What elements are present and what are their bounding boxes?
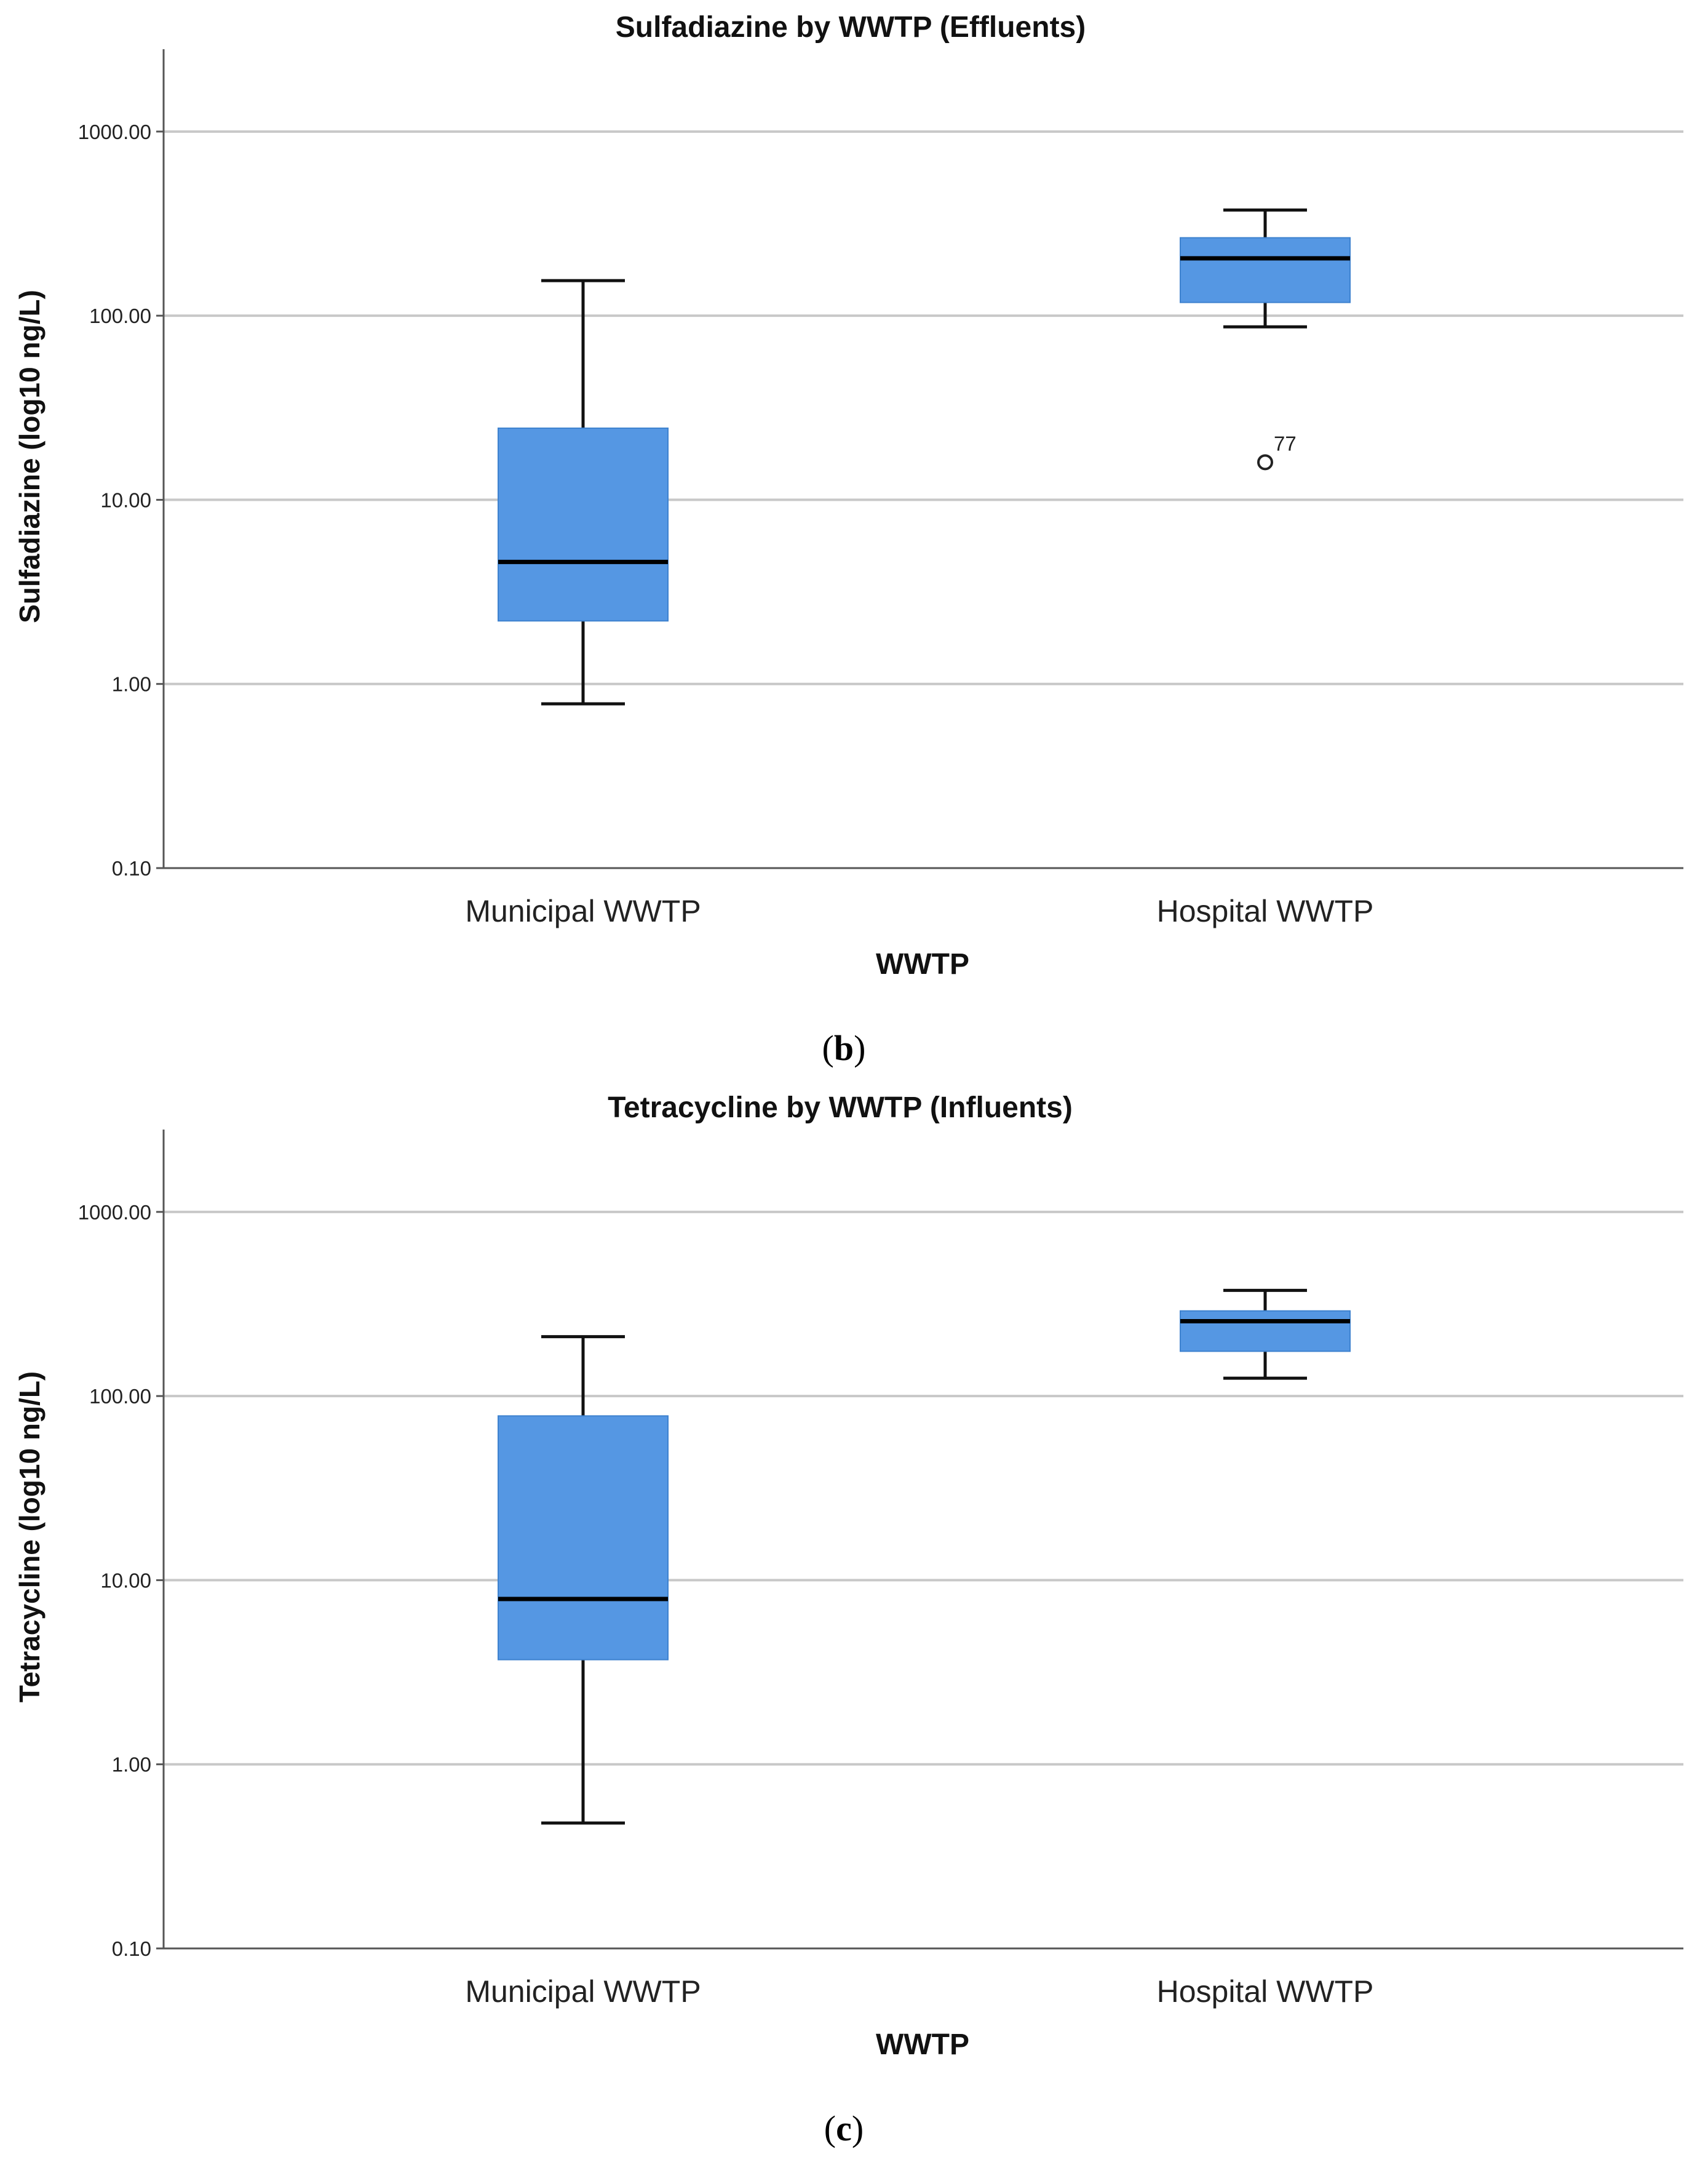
x-tick-label: Hospital WWTP	[1157, 1974, 1374, 2009]
panel-letter: b	[834, 1028, 854, 1068]
iqr-box	[1180, 237, 1350, 302]
y-tick-label: 0.10	[112, 857, 151, 880]
panel-label: (c)	[824, 2108, 864, 2148]
panel-letter: c	[836, 2108, 852, 2148]
x-axis-label: WWTP	[876, 2028, 969, 2061]
panel-label: (b)	[822, 1028, 866, 1068]
y-tick-label: 1000.00	[78, 1201, 151, 1224]
iqr-box	[498, 428, 668, 621]
iqr-box	[498, 1416, 668, 1659]
iqr-box	[1180, 1311, 1350, 1352]
y-tick-label: 10.00	[100, 488, 151, 511]
chart-title: Tetracycline by WWTP (Influents)	[608, 1091, 1073, 1124]
x-tick-label: Hospital WWTP	[1157, 894, 1374, 928]
chart-title: Sulfadiazine by WWTP (Effluents)	[616, 11, 1086, 44]
y-axis-label: Sulfadiazine (log10 ng/L)	[14, 290, 46, 623]
chart-panel-c: Tetracycline by WWTP (Influents) Tetracy…	[0, 1080, 1708, 2163]
y-tick-label: 100.00	[89, 1385, 151, 1408]
sulfadiazine-boxplot: Sulfadiazine by WWTP (Effluents) Sulfadi…	[0, 0, 1708, 1083]
outlier-label: 77	[1274, 432, 1297, 455]
y-tick-label: 100.00	[89, 305, 151, 327]
y-axis-label: Tetracycline (log10 ng/L)	[14, 1371, 46, 1702]
x-axis-label: WWTP	[876, 948, 969, 981]
chart-panel-b: Sulfadiazine by WWTP (Effluents) Sulfadi…	[0, 0, 1708, 1083]
y-tick-label: 1.00	[112, 1753, 151, 1776]
y-tick-label: 1000.00	[78, 121, 151, 143]
y-tick-label: 0.10	[112, 1937, 151, 1960]
tetracycline-boxplot: Tetracycline by WWTP (Influents) Tetracy…	[0, 1080, 1708, 2163]
x-tick-label: Municipal WWTP	[465, 1974, 701, 2009]
y-tick-label: 1.00	[112, 673, 151, 696]
outlier-point	[1258, 455, 1272, 469]
x-tick-label: Municipal WWTP	[465, 894, 701, 928]
y-tick-label: 10.00	[100, 1569, 151, 1592]
